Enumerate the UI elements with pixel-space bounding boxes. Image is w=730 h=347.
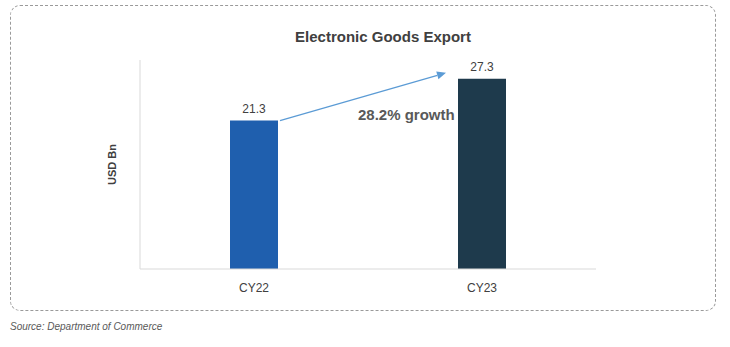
html-text:Electronic Goods Export: Electronic Goods Export — [295, 28, 471, 45]
svg-text:CY23: CY23 — [467, 281, 497, 295]
svg-text:USD Bn: USD Bn — [106, 144, 118, 185]
svg-text:CY22: CY22 — [239, 281, 269, 295]
html-text:28.2% growth: 28.2% growth — [358, 106, 455, 123]
svg-text:21.3: 21.3 — [242, 102, 266, 116]
html-text:Source: Department of Commerce: Source: Department of Commerce — [10, 321, 163, 332]
svg-text:27.3: 27.3 — [470, 60, 494, 74]
